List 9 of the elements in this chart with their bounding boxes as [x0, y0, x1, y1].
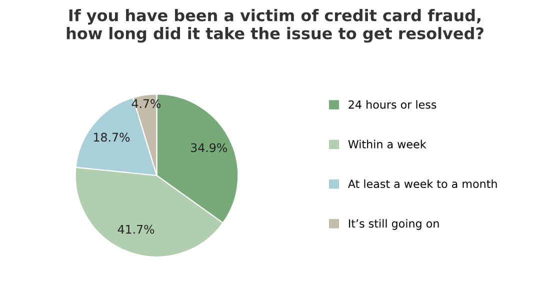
data-label: 4.7% — [132, 99, 161, 108]
legend-label: Within a week — [348, 140, 426, 148]
data-label: 34.9% — [191, 143, 227, 152]
legend-label: At least a week to a month — [348, 179, 497, 188]
legend-label: It’s still going on — [348, 219, 439, 230]
chart-title: If you have been a victim of credit card fraud, how long did it take the issue to get resolved? — [66, 9, 484, 43]
data-label: 41.7% — [118, 224, 154, 234]
data-label: 18.7% — [94, 132, 130, 142]
legend-label: 24 hours or less — [348, 100, 436, 109]
